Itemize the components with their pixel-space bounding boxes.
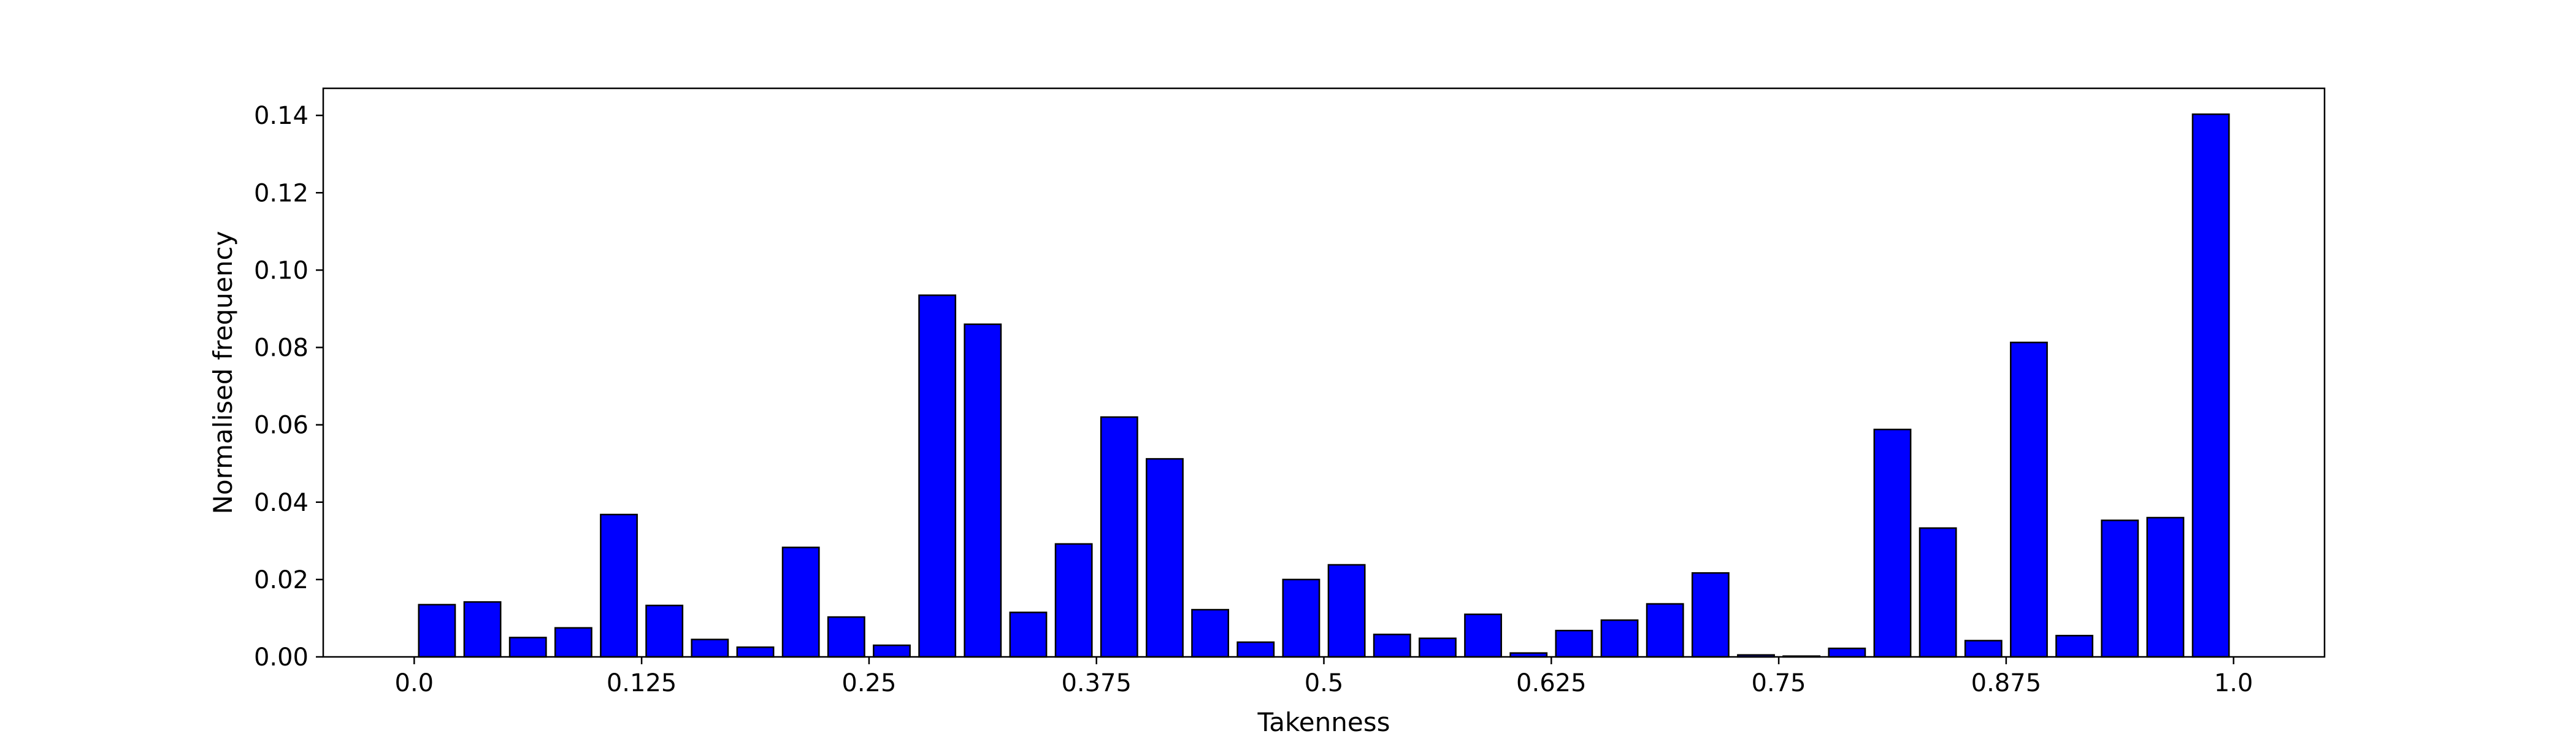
bar-0 xyxy=(418,604,456,658)
x-tick-label: 0.0 xyxy=(395,669,434,697)
bar-5 xyxy=(645,604,684,658)
bar-26 xyxy=(1600,619,1639,658)
bar-4 xyxy=(600,513,638,658)
x-tick-label: 0.75 xyxy=(1752,669,1806,697)
bar-35 xyxy=(2010,342,2048,658)
bar-11 xyxy=(918,294,957,658)
bar-18 xyxy=(1236,641,1275,658)
y-tick-label: 0.00 xyxy=(254,643,309,672)
x-tick-label: 0.875 xyxy=(1971,669,2042,697)
bar-3 xyxy=(554,627,592,658)
bar-8 xyxy=(781,546,820,658)
y-tick-label: 0.04 xyxy=(254,489,309,517)
bar-33 xyxy=(1919,527,1957,658)
y-axis: 0.00 0.02 0.04 0.06 0.08 0.10 0.12 0.14 xyxy=(254,102,323,672)
bar-6 xyxy=(691,638,729,658)
bar-19 xyxy=(1282,578,1321,658)
bar-15 xyxy=(1100,416,1138,658)
x-axis: 0.0 0.125 0.25 0.375 0.5 0.625 0.75 0.875 1.0 xyxy=(395,657,2253,697)
bar-23 xyxy=(1464,613,1502,658)
bar-39 xyxy=(2191,113,2230,658)
bar-22 xyxy=(1418,637,1457,658)
bar-group xyxy=(418,113,2230,658)
bar-37 xyxy=(2101,519,2139,658)
y-tick-label: 0.06 xyxy=(254,412,309,440)
bar-38 xyxy=(2146,516,2185,658)
y-tick-label: 0.12 xyxy=(254,179,309,207)
bar-25 xyxy=(1555,629,1593,658)
bar-20 xyxy=(1327,564,1366,658)
bar-31 xyxy=(1828,647,1866,658)
bar-13 xyxy=(1009,611,1048,658)
x-tick-label: 0.625 xyxy=(1516,669,1587,697)
y-tick-label: 0.14 xyxy=(254,102,309,130)
bar-10 xyxy=(873,644,911,658)
y-tick-label: 0.02 xyxy=(254,566,309,594)
bar-17 xyxy=(1191,608,1230,658)
bar-27 xyxy=(1646,603,1684,658)
bar-9 xyxy=(827,616,865,658)
y-tick-label: 0.10 xyxy=(254,256,309,285)
y-tick-label: 0.08 xyxy=(254,334,309,362)
bar-1 xyxy=(463,601,502,658)
bar-14 xyxy=(1054,543,1093,658)
bar-7 xyxy=(736,646,775,658)
bar-34 xyxy=(1964,640,2003,658)
x-tick-label: 0.375 xyxy=(1061,669,1132,697)
bar-28 xyxy=(1691,572,1730,658)
y-axis-label: Normalised frequency xyxy=(208,231,238,514)
bar-16 xyxy=(1146,458,1184,658)
bar-36 xyxy=(2055,635,2094,658)
x-tick-label: 0.25 xyxy=(841,669,896,697)
x-tick-label: 0.5 xyxy=(1305,669,1344,697)
bar-12 xyxy=(964,323,1002,658)
x-axis-label: Takenness xyxy=(1257,707,1390,736)
bar-2 xyxy=(508,637,547,658)
bar-32 xyxy=(1873,428,1912,658)
x-tick-label: 1.0 xyxy=(2214,669,2253,697)
bar-21 xyxy=(1373,634,1411,658)
x-tick-label: 0.125 xyxy=(607,669,677,697)
